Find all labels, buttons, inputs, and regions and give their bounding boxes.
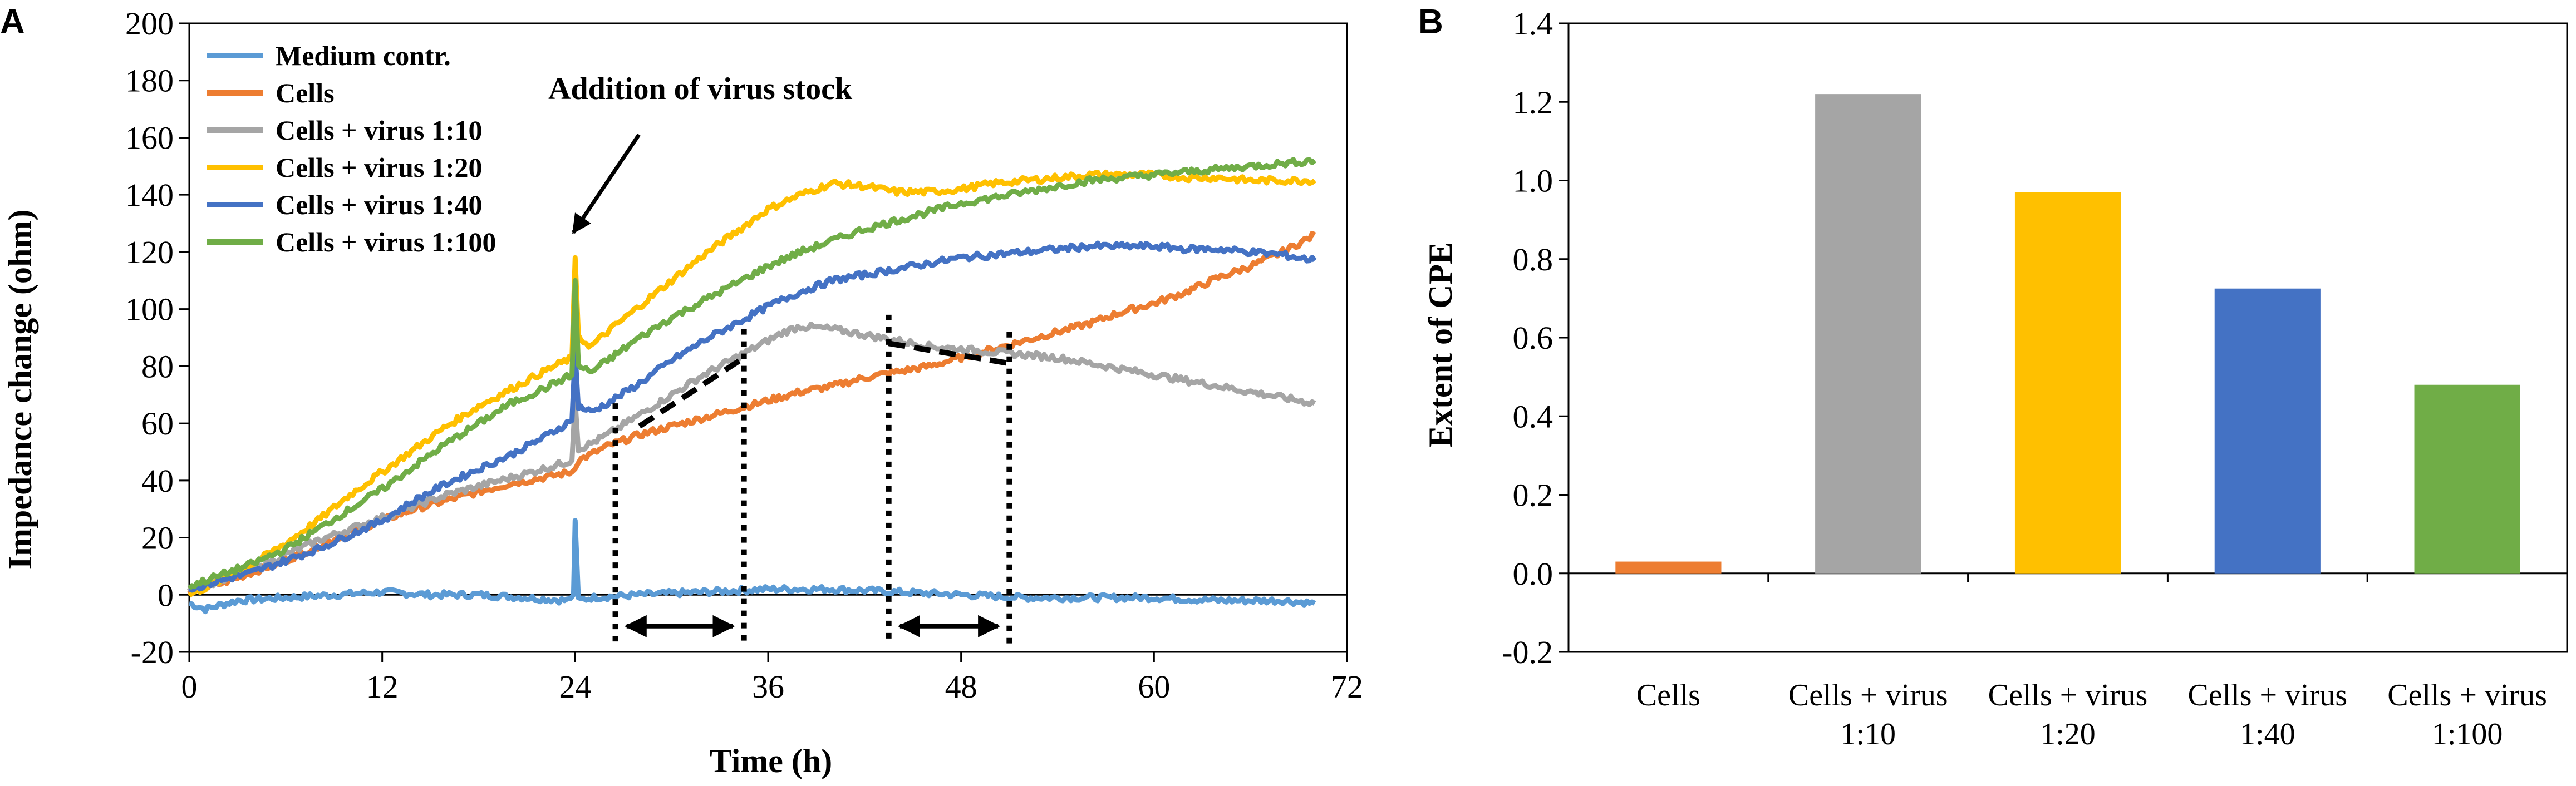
panel-a-legend: Medium contr. Cells Cells + virus 1:10 Cell… — [207, 40, 496, 258]
panel-a-x-axis-label: Time (h) — [710, 743, 833, 779]
legend-label: Cells + virus 1:40 — [276, 189, 483, 220]
legend-label: Medium contr. — [276, 40, 451, 71]
panel-a-label: A — [0, 3, 25, 41]
y-tick-label: 180 — [125, 63, 174, 99]
category-label: Cells + virus — [1988, 678, 2148, 713]
x-tick-label: 36 — [752, 669, 784, 705]
x-tick-label: 24 — [559, 669, 591, 705]
y-tick-label: 40 — [141, 463, 174, 499]
y-tick-label: -0.2 — [1502, 634, 1553, 670]
bar — [2414, 384, 2520, 574]
series-line-cells-virus-1-40 — [188, 240, 1317, 593]
y-tick-label: 0.6 — [1513, 320, 1554, 356]
y-tick-label: 0.8 — [1513, 241, 1554, 278]
y-tick-label: 80 — [141, 348, 174, 384]
x-tick-label: 12 — [366, 669, 399, 705]
bar — [2014, 192, 2121, 574]
bar — [1815, 94, 1921, 574]
category-label: Cells + virus — [1788, 678, 1948, 713]
series-line-cells-virus-1-100 — [187, 157, 1316, 591]
panel-b-label: B — [1418, 3, 1443, 41]
bar — [1615, 561, 1722, 574]
category-label: Cells + virus — [2187, 678, 2347, 713]
y-tick-label: 1.4 — [1513, 6, 1554, 42]
panel-b-bar-chart: B -0.20.00.20.40.60.81.01.21.4 Cells Cell… — [1418, 3, 2568, 752]
bar — [2214, 288, 2321, 574]
y-tick-label: 0 — [158, 577, 174, 613]
panel-a-y-axis-label: Impedance change (ohm) — [2, 210, 38, 570]
category-label: Cells — [1636, 678, 1700, 713]
y-tick-label: 200 — [125, 6, 174, 42]
y-tick-label: 0.4 — [1513, 398, 1554, 434]
x-tick-label: 60 — [1138, 669, 1170, 705]
y-tick-label: 100 — [125, 291, 174, 328]
y-tick-label: 60 — [141, 406, 174, 442]
series-line-medium-contr- — [189, 518, 1316, 615]
series-line-cells — [187, 230, 1316, 597]
slope-dashed-line-growth — [638, 355, 746, 429]
y-tick-label: 0.2 — [1513, 477, 1554, 513]
y-tick-label: -20 — [131, 634, 174, 670]
y-tick-label: 140 — [125, 177, 174, 213]
category-label: 1:40 — [2240, 717, 2295, 752]
x-tick-label: 48 — [945, 669, 977, 705]
legend-label: Cells — [276, 77, 335, 108]
panel-b-y-axis-label: Extent of CPE — [1422, 242, 1459, 448]
panel-b-category-labels: Cells Cells + virus 1:10 Cells + virus 1:20 C… — [1636, 678, 2547, 752]
panel-b-bars — [1615, 94, 2520, 574]
legend-label: Cells + virus 1:100 — [276, 226, 496, 258]
y-tick-label: 120 — [125, 234, 174, 270]
virus-addition-annotation: Addition of virus stock — [548, 72, 853, 106]
panel-b-axes: -0.2 0.0 0.2 0.4 0.6 0.8 1.0 1.2 1.4 — [1502, 6, 2568, 670]
panel-a-series-lines — [187, 157, 1317, 615]
x-tick-label: 72 — [1331, 669, 1363, 705]
x-tick-label: 0 — [181, 669, 198, 705]
category-label: Cells + virus — [2387, 678, 2547, 713]
y-tick-label: 1.2 — [1513, 84, 1554, 120]
panel-a-annotations — [572, 134, 1012, 644]
legend-label: Cells + virus 1:10 — [276, 115, 483, 146]
category-label: 1:20 — [2040, 717, 2096, 752]
category-label: 1:10 — [1840, 717, 1896, 752]
category-label: 1:100 — [2432, 717, 2503, 752]
slope-dashed-line-decline — [888, 340, 1010, 367]
virus-addition-arrow — [572, 134, 641, 234]
legend-label: Cells + virus 1:20 — [276, 152, 483, 183]
y-tick-label: 20 — [141, 520, 174, 556]
y-tick-label: 160 — [125, 120, 174, 156]
y-tick-label: 0.0 — [1513, 556, 1554, 592]
series-line-cells-virus-1-10 — [187, 322, 1316, 593]
y-tick-label: 1.0 — [1513, 163, 1554, 199]
